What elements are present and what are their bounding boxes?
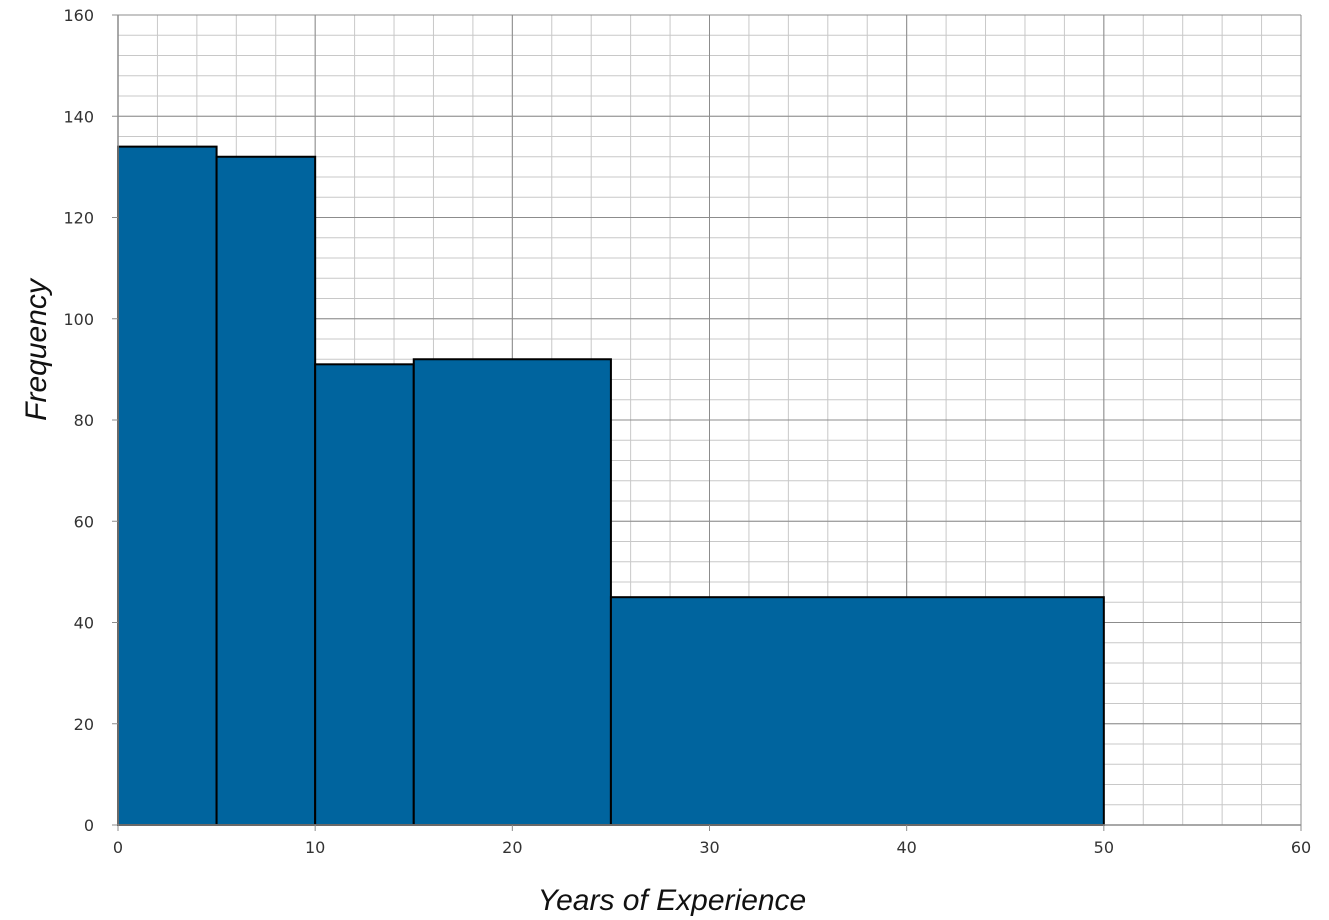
y-tick-label: 120 bbox=[63, 209, 94, 228]
x-axis-title: Years of Experience bbox=[538, 884, 807, 917]
x-tick-label: 50 bbox=[1094, 838, 1114, 857]
y-tick-label: 40 bbox=[74, 614, 94, 633]
x-tick-label: 0 bbox=[113, 838, 123, 857]
x-tick-label: 40 bbox=[896, 838, 916, 857]
x-tick-label: 30 bbox=[699, 838, 719, 857]
y-axis-title: Frequency bbox=[20, 277, 53, 421]
histogram-bar-4 bbox=[412, 358, 612, 826]
y-tick-label: 100 bbox=[63, 310, 94, 329]
tick-labels: 0 10 20 30 40 50 60 0 20 40 60 80 100 120 140 160 bbox=[63, 6, 1311, 857]
histogram-bar-5 bbox=[609, 596, 1105, 826]
x-tick-label: 10 bbox=[305, 838, 325, 857]
histogram-bar-1 bbox=[117, 145, 218, 826]
bars bbox=[117, 145, 1105, 826]
x-tick-label: 20 bbox=[502, 838, 522, 857]
y-tick-label: 140 bbox=[63, 107, 94, 126]
x-tick-label: 60 bbox=[1291, 838, 1311, 857]
y-tick-label: 60 bbox=[74, 512, 94, 531]
axes bbox=[112, 14, 1302, 831]
y-tick-label: 0 bbox=[84, 816, 94, 835]
y-tick-label: 80 bbox=[74, 411, 94, 430]
histogram-bar-3 bbox=[314, 363, 415, 826]
y-tick-label: 20 bbox=[74, 715, 94, 734]
y-tick-label: 160 bbox=[63, 6, 94, 25]
histogram-bar-2 bbox=[215, 155, 317, 826]
